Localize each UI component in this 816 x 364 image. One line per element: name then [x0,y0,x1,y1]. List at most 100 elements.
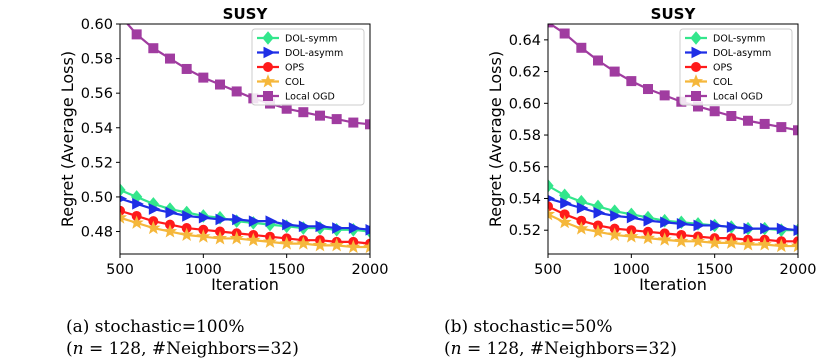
chart-2-legend-marker-5 [691,91,701,101]
chart-2-ytick-label-4: 0.58 [509,128,541,144]
chart-1-series-2-point-5 [182,210,194,222]
chart-2-xlabel: Iteration [639,275,707,294]
chart-2-legend-label-2: DOL-asymm [713,48,771,59]
chart-2-legend-marker-3 [691,62,701,72]
chart-1-series-4-point-2 [129,215,144,229]
chart-1-series-4-point-14 [329,237,344,252]
chart-1-legend-entry-4: COL [257,74,305,88]
chart-1: 500 1000 1500 2000 0.48 0.50 0.52 0.54 0.56 0.58 0… [58,5,388,294]
chart-2-legend-marker-1 [690,31,702,45]
chart-1-series-4-point-4 [162,224,178,238]
chart-2-ytick-label-5: 0.60 [509,96,541,112]
chart-1-series-5-point-13 [315,110,325,121]
chart-2-series-2-line [548,197,798,232]
chart-2-series-3-point-1 [548,201,553,212]
chart-2-series-1-point-1 [548,179,554,193]
chart-2-ylabel: Regret (Average Loss) [486,51,505,227]
chart-2-legend: DOL-symm DOL-asymm OPS COL Local OGD [679,28,793,106]
chart-2-series-2-point-9 [676,218,689,230]
chart-2-xtick-label-3: 1500 [696,262,733,278]
chart-1-series-2-point-12 [298,220,311,233]
chart-2-series-2-point-15 [776,222,789,235]
chart-1-series-3-point-1 [120,205,125,216]
chart-1-series-2-point-13 [315,220,328,233]
chart-2-series-5-point-1 [548,24,553,28]
chart-2-legend-entry-4: COL [685,74,733,88]
chart-1-series-4-point-1 [120,210,128,224]
caption-b-line1: (b) stochastic=50% [444,317,613,337]
chart-1-series-2-point-9 [248,215,261,227]
chart-1-series-5-point-6 [198,72,209,83]
chart-2-series-5-point-8 [659,90,670,101]
chart-2-series-4-point-1 [548,206,556,221]
chart-2-legend-entry-5: Local OGD [685,91,763,103]
chart-2-series-2-point-5 [610,210,622,222]
chart-1-xtick-label-2: 1000 [185,262,222,278]
chart-2-series-4-point-4 [590,224,606,238]
chart-1-series-5-point-15 [348,117,359,128]
chart-2-title: SUSY [651,5,697,23]
chart-1-series-4-point-6 [196,229,211,243]
chart-1-xlabel: Iteration [211,275,279,294]
chart-2-series-4-point-9 [674,233,689,248]
chart-1-legend-label-3: OPS [285,63,304,74]
chart-2-series-2-point-3 [576,202,589,214]
chart-2-series-3-line [548,205,798,243]
chart-1-series-2-point-7 [215,213,228,226]
chart-2-series-4-line [548,213,798,248]
chart-1-series-2-point-11 [282,218,294,231]
chart-1-ytick-label-4: 0.54 [81,121,113,137]
chart-2-series-4-point-11 [707,235,722,249]
chart-1-series-4-point-11 [279,236,294,250]
chart-2-series-2-point-16 [793,224,798,237]
chart-1-series-5-point-3 [148,43,159,54]
chart-1-series-4-point-15 [346,239,361,254]
chart-1-series-4-line [120,216,370,249]
chart-2-legend-marker-2 [691,46,704,59]
chart-2-series-5-point-2 [559,28,570,39]
chart-2-series-5-point-16 [793,125,798,136]
chart-2-ytick-label-3: 0.56 [509,160,541,176]
chart-2-xtick-label-1: 500 [534,262,562,278]
chart-2-series-2-point-13 [743,222,756,235]
chart-1-series-4-point-16 [362,239,370,254]
chart-2-series-4-point-10 [690,233,706,248]
chart-2-ytick-label-2: 0.54 [509,191,541,207]
chart-2-legend-box [679,28,793,106]
caption-a: (a) stochastic=100% (n = 128, #Neighbors… [66,316,299,360]
chart-2-legend-label-4: COL [713,77,733,88]
chart-2-legend-entry-1: DOL-symm [685,31,765,45]
chart-2-series-4-point-7 [640,230,656,245]
chart-1-series-2-point-16 [365,223,370,236]
chart-2-series-5-point-13 [743,115,753,126]
chart-1-series-4-point-12 [296,236,311,250]
caption-a-line1: (a) stochastic=100% [66,317,245,337]
chart-1-series-2-point-8 [232,213,244,226]
chart-1-legend-entry-1: DOL-symm [257,31,337,45]
chart-2-series-2-point-7 [643,214,656,227]
chart-1-series-5-point-12 [298,107,309,118]
chart-1-series-3-line [120,209,370,245]
chart-2-plot-area [548,24,798,253]
chart-2-legend-label-1: DOL-symm [713,34,765,45]
chart-1-ytick-label-7: 0.60 [81,17,113,33]
chart-2-legend-label-3: OPS [713,63,732,74]
chart-1-title: SUSY [223,5,269,23]
chart-1-series-4-point-9 [246,232,261,247]
chart-2-series-4-point-12 [724,235,739,249]
chart-1-series-2-point-1 [120,195,128,203]
chart-2-series-2-point-4 [593,206,606,219]
chart-1-xtick-label-1: 500 [106,262,134,278]
chart-2-series-2-point-2 [560,197,572,210]
chart-1-ytick-label-5: 0.56 [81,86,113,102]
chart-1-series-2-point-3 [148,203,161,215]
chart-2-series-5-point-5 [609,66,620,77]
chart-2-series-4-point-5 [607,227,622,241]
chart-2-series-4-point-2 [557,214,572,229]
chart-1-series-4-point-8 [229,231,244,245]
chart-1-legend-marker-4 [260,74,276,88]
chart-1-series-5-point-2 [131,29,142,40]
chart-1-plot-area [120,24,370,254]
chart-2-series-4-point-15 [774,238,789,253]
